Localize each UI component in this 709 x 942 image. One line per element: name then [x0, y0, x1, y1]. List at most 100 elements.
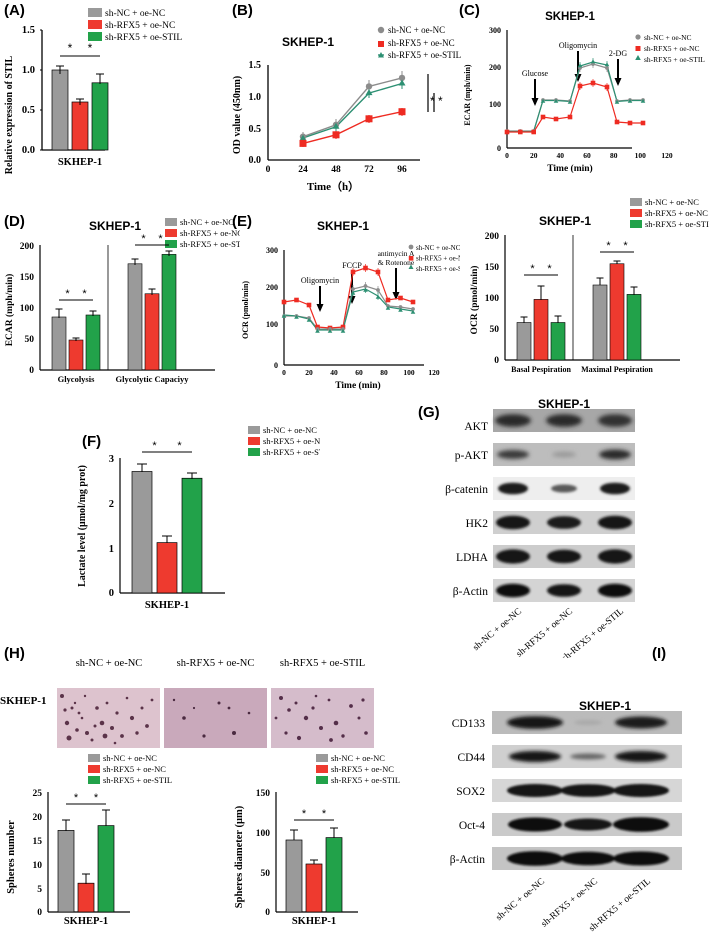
svg-text:24: 24: [298, 165, 308, 175]
svg-text:sh-RFX5 + oe-NC: sh-RFX5 + oe-NC: [105, 21, 175, 31]
svg-text:sh-RFX5 + oe-NC: sh-RFX5 + oe-NC: [416, 255, 460, 263]
svg-text:0: 0: [29, 366, 34, 376]
svg-text:FCCP: FCCP: [342, 261, 362, 270]
svg-text:40: 40: [330, 368, 338, 377]
svg-text:5: 5: [37, 885, 42, 895]
svg-text:200: 200: [485, 232, 500, 242]
svg-text:*: *: [152, 440, 157, 452]
svg-text:β-Actin: β-Actin: [453, 586, 488, 598]
svg-text:CD133: CD133: [452, 718, 485, 730]
svg-text:OCR (pmol/min): OCR (pmol/min): [241, 281, 250, 339]
svg-text:Glucose: Glucose: [522, 69, 549, 78]
svg-text:sh-NC + oe-NC: sh-NC + oe-NC: [180, 217, 234, 227]
svg-text:48: 48: [331, 165, 341, 175]
svg-text:sh-RFX5 + oe-NC: sh-RFX5 + oe-NC: [540, 877, 600, 930]
svg-text:*: *: [438, 94, 443, 108]
svg-text:Time (min): Time (min): [547, 163, 592, 174]
svg-text:Spheres diameter (μm): Spheres diameter (μm): [234, 805, 245, 908]
svg-text:*: *: [68, 41, 73, 55]
svg-text:100: 100: [20, 304, 35, 314]
svg-text:Basal Pespiration: Basal Pespiration: [511, 365, 571, 374]
svg-text:Time (min): Time (min): [335, 380, 380, 391]
svg-text:150: 150: [256, 789, 271, 799]
svg-text:1.5: 1.5: [22, 25, 35, 36]
svg-text:& Rotenone: & Rotenone: [378, 258, 415, 267]
svg-text:SKHEP-1: SKHEP-1: [145, 600, 189, 611]
svg-text:150: 150: [20, 273, 35, 283]
svg-text:sh-NC + oe-NC: sh-NC + oe-NC: [103, 753, 157, 763]
svg-text:0: 0: [266, 165, 271, 175]
svg-text:β-Actin: β-Actin: [450, 854, 485, 866]
svg-text:p-AKT: p-AKT: [455, 450, 488, 462]
svg-text:*: *: [158, 233, 163, 245]
svg-text:72: 72: [364, 165, 374, 175]
svg-text:0: 0: [274, 361, 278, 370]
svg-text:60: 60: [355, 368, 363, 377]
svg-text:CD44: CD44: [458, 752, 486, 764]
svg-text:*: *: [606, 240, 611, 252]
svg-text:0.0: 0.0: [249, 155, 262, 166]
svg-text:*: *: [302, 808, 307, 820]
svg-text:3: 3: [109, 454, 114, 465]
svg-text:Glycolytic Capaciyy: Glycolytic Capaciyy: [116, 374, 190, 384]
svg-text:sh-RFX5 + oe-NC: sh-RFX5 + oe-NC: [645, 208, 708, 218]
svg-text:80: 80: [380, 368, 388, 377]
svg-text:20: 20: [305, 368, 313, 377]
svg-text:2-DG: 2-DG: [609, 49, 627, 58]
svg-text:sh-RFX5 + oe-NC: sh-RFX5 + oe-NC: [331, 764, 394, 774]
svg-text:sh-NC + oe-NC: sh-NC + oe-NC: [494, 877, 547, 923]
svg-text:60: 60: [583, 151, 591, 160]
svg-text:100: 100: [266, 320, 278, 329]
svg-text:sh-RFX5 + oe-STIL: sh-RFX5 + oe-STIL: [103, 775, 172, 785]
svg-text:100: 100: [485, 294, 500, 304]
svg-text:300: 300: [489, 26, 501, 35]
svg-text:*: *: [177, 440, 182, 452]
svg-text:SKHEP-1: SKHEP-1: [58, 157, 102, 168]
svg-text:0.5: 0.5: [249, 124, 262, 135]
svg-text:0: 0: [37, 908, 42, 918]
svg-text:*: *: [322, 808, 327, 820]
svg-text:200: 200: [20, 242, 35, 252]
svg-text:*: *: [623, 240, 628, 252]
svg-text:100: 100: [256, 829, 271, 839]
svg-text:OCR (pmol/min): OCR (pmol/min): [469, 266, 480, 335]
svg-text:100: 100: [489, 100, 501, 109]
svg-text:40: 40: [557, 151, 565, 160]
svg-text:15: 15: [33, 837, 43, 847]
svg-text:50: 50: [490, 325, 500, 335]
svg-text:Relative expression of STIL: Relative expression of STIL: [4, 55, 15, 174]
svg-text:300: 300: [266, 246, 278, 255]
svg-text:200: 200: [489, 63, 501, 72]
svg-text:0: 0: [505, 151, 509, 160]
svg-text:sh-RFX5 + oe-STIL: sh-RFX5 + oe-STIL: [645, 219, 709, 229]
svg-text:0: 0: [497, 144, 501, 153]
svg-text:*: *: [530, 263, 535, 275]
svg-text:SKHEP-1: SKHEP-1: [89, 219, 141, 233]
svg-text:ECAR (mph/min): ECAR (mph/min): [4, 274, 15, 347]
svg-text:SKHEP-1: SKHEP-1: [292, 916, 336, 927]
svg-text:1.0: 1.0: [22, 65, 35, 76]
svg-text:*: *: [74, 792, 79, 804]
svg-text:Oligomycin: Oligomycin: [559, 41, 597, 50]
svg-text:*: *: [94, 792, 99, 804]
svg-text:10: 10: [33, 861, 43, 871]
svg-text:LDHA: LDHA: [456, 552, 489, 564]
svg-text:0: 0: [282, 368, 286, 377]
svg-text:Oct-4: Oct-4: [459, 820, 485, 832]
svg-text:Oligomycin: Oligomycin: [301, 276, 339, 285]
svg-text:0.0: 0.0: [22, 145, 35, 156]
svg-text:sh-RFX5 + oe-NC: sh-RFX5 + oe-NC: [103, 764, 166, 774]
svg-text:sh-NC + oe-NC: sh-NC + oe-NC: [644, 33, 692, 42]
svg-text:Glycolysis: Glycolysis: [58, 374, 96, 384]
svg-text:20: 20: [530, 151, 538, 160]
svg-text:sh-RFX5 + oe-STIL: sh-RFX5 + oe-STIL: [416, 265, 460, 273]
svg-text:SKHEP-1: SKHEP-1: [282, 35, 334, 49]
svg-text:sh-NC + oe-NC: sh-NC + oe-NC: [645, 197, 699, 207]
svg-text:Time（h）: Time（h）: [307, 180, 359, 193]
svg-text:ECAR (mph/min): ECAR (mph/min): [463, 64, 472, 125]
svg-text:*: *: [88, 41, 93, 55]
svg-text:200: 200: [266, 283, 278, 292]
svg-text:1: 1: [109, 544, 114, 555]
svg-text:120: 120: [428, 368, 440, 377]
svg-text:HK2: HK2: [466, 518, 489, 530]
